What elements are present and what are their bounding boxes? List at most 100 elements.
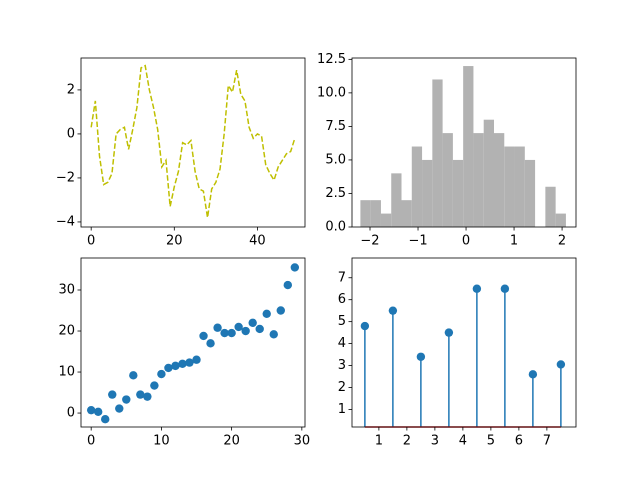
axes-frame [80, 257, 306, 428]
scatter-point [269, 330, 278, 339]
histogram-bar [452, 159, 464, 227]
y-tick-label: 20 [58, 324, 75, 339]
histogram-bar [524, 159, 536, 227]
scatter-point [220, 328, 229, 338]
scatter-point [192, 355, 201, 364]
y-tick-label: 3 [338, 358, 346, 373]
y-tick-label: 5.0 [325, 152, 346, 167]
scatter-point [255, 324, 264, 334]
x-tick-label: 4 [459, 434, 467, 449]
histogram-bar [514, 146, 525, 227]
scatter-point [115, 404, 124, 413]
scatter-point [94, 407, 103, 417]
x-tick-label: 40 [249, 234, 266, 249]
scatter-point [86, 405, 96, 415]
y-tick-label: 0.0 [325, 220, 346, 235]
stem-marker [528, 370, 538, 379]
scatter-point [199, 331, 208, 341]
x-tick-label: 0 [462, 234, 470, 249]
y-tick-label: 7.5 [325, 119, 346, 134]
scatter-point [185, 358, 194, 367]
x-tick-label: 2 [403, 434, 411, 449]
x-tick-label: 2 [558, 234, 566, 249]
x-tick-label: 1 [510, 234, 518, 249]
y-tick-label: 7 [338, 270, 346, 285]
scatter-point [276, 306, 285, 315]
scatter-point [143, 392, 152, 401]
histogram-bar [360, 200, 371, 227]
x-tick-label: 1 [375, 434, 383, 449]
x-tick-label: 20 [223, 434, 240, 449]
y-tick-label: 6 [338, 292, 346, 307]
axes-frame [351, 257, 577, 428]
histogram-bar [422, 159, 433, 227]
scatter-point [122, 395, 131, 404]
y-tick-label: −2 [56, 170, 75, 185]
histogram-bar [493, 133, 505, 227]
y-tick-label: 5 [338, 314, 346, 329]
scatter-point [241, 326, 250, 336]
x-tick-label: 6 [515, 434, 523, 449]
x-tick-label: 0 [87, 234, 95, 249]
histogram-bar [391, 173, 402, 227]
scatter-point [164, 363, 173, 373]
histogram-bar [370, 200, 381, 227]
histogram-bar [483, 119, 494, 227]
scatter-point [206, 339, 215, 348]
scatter-point [248, 318, 257, 328]
histogram-bar [432, 79, 443, 227]
scatter-point [108, 390, 117, 399]
x-tick-label: 3 [431, 434, 439, 449]
x-tick-label: 30 [294, 434, 311, 449]
histogram-bar [504, 146, 515, 227]
line [90, 64, 296, 218]
histogram-bar [473, 133, 484, 227]
scatter-point [283, 280, 292, 290]
x-tick-label: −1 [408, 234, 427, 249]
y-tick-label: 0 [67, 406, 75, 421]
histogram-bar [545, 186, 556, 227]
histogram-bar [401, 200, 412, 227]
y-tick-label: 0 [67, 126, 75, 141]
stem-marker [360, 321, 370, 331]
y-tick-label: 30 [58, 282, 75, 297]
histogram-bar [411, 146, 423, 227]
scatter-point [136, 390, 145, 399]
x-tick-label: 20 [166, 234, 183, 249]
scatter-point [234, 322, 243, 332]
stem-marker [416, 352, 426, 361]
x-tick-label: 5 [487, 434, 495, 449]
stem-marker [556, 360, 566, 369]
y-tick-label: 10.0 [317, 85, 346, 100]
y-tick-label: 1 [338, 402, 346, 417]
y-tick-label: −4 [56, 214, 75, 229]
scatter-point [178, 359, 187, 369]
x-tick-label: 0 [87, 434, 95, 449]
histogram-bar [442, 133, 453, 227]
axes-frame [80, 57, 306, 228]
x-tick-label: 7 [543, 434, 551, 449]
x-tick-label: 10 [153, 434, 170, 449]
histogram-bar [463, 66, 474, 227]
y-tick-label: 4 [338, 336, 346, 351]
histogram-bar [555, 213, 566, 227]
x-tick-label: −2 [360, 234, 379, 249]
scatter-point [171, 361, 180, 371]
stem-marker [500, 284, 510, 293]
axes-frame [351, 57, 577, 228]
y-tick-label: 2 [67, 82, 75, 97]
stem-marker [444, 328, 454, 337]
scatter-point [213, 323, 222, 332]
scatter-point [129, 371, 138, 380]
scatter-point [227, 328, 236, 338]
histogram-bar [380, 213, 392, 227]
y-tick-label: 10 [58, 365, 75, 380]
stem-marker [388, 306, 398, 315]
y-tick-label: 2.5 [325, 186, 346, 201]
scatter-point [150, 381, 159, 390]
scatter-point [290, 263, 300, 272]
scatter-point [262, 309, 271, 318]
scatter-point [101, 415, 110, 424]
y-tick-label: 12.5 [317, 52, 346, 67]
